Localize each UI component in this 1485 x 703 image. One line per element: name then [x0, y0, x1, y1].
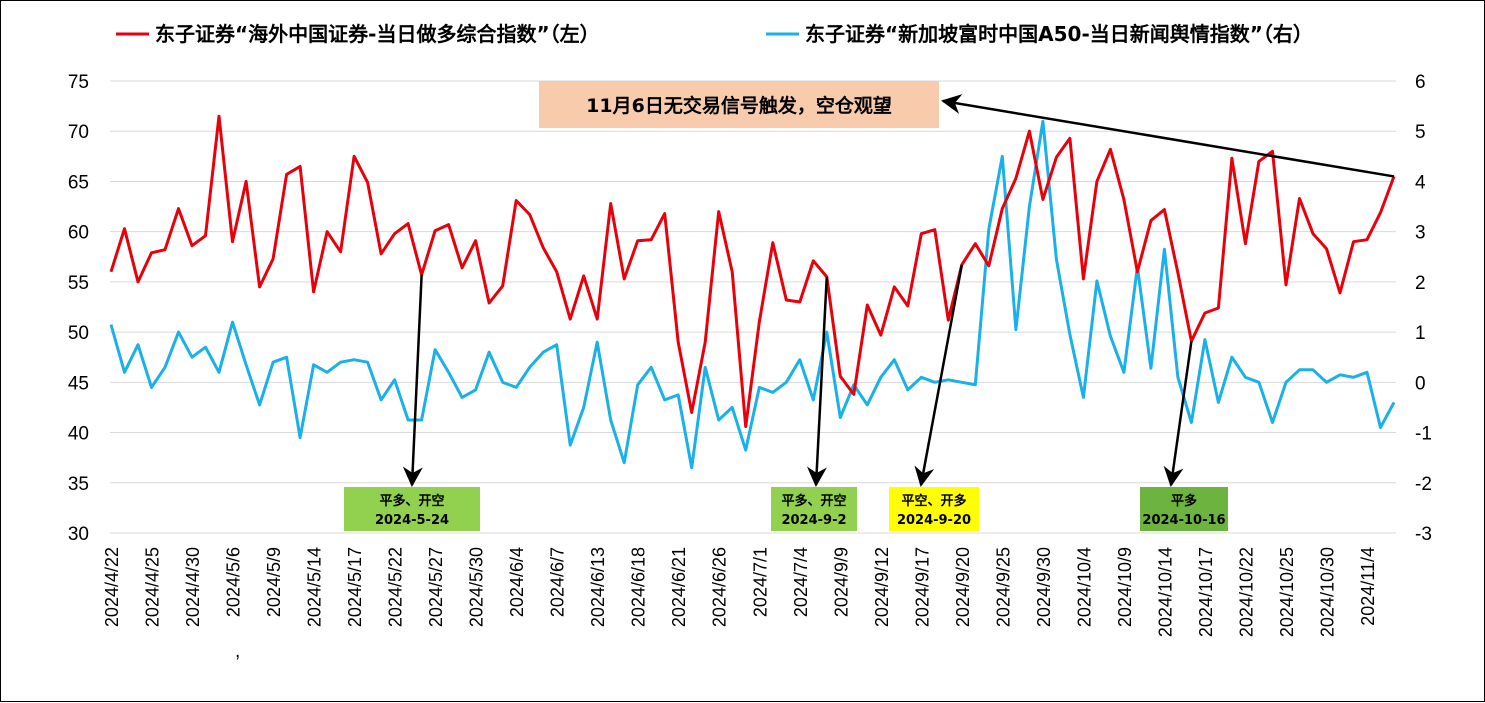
right-y-tick-label: 5 [1415, 122, 1426, 143]
right-series-line [109, 119, 1396, 470]
annotation-box [1140, 487, 1228, 531]
x-tick-label: 2024/6/18 [629, 547, 649, 627]
right-y-tick-label: 3 [1415, 223, 1426, 244]
x-tick-label: 2024/10/22 [1236, 547, 1256, 637]
x-tick-label: 2024/5/9 [264, 547, 284, 617]
x-tick-label: 2024/5/6 [224, 547, 244, 617]
x-tick-label: 2024/6/4 [507, 547, 527, 617]
annotation-box [344, 487, 480, 531]
right-series-group [109, 119, 1396, 470]
x-tick-label: 2024/4/30 [183, 547, 203, 627]
left-series-line [109, 114, 1396, 428]
x-tick-label: 2024/4/25 [143, 547, 163, 627]
left-y-tick-label: 50 [68, 323, 89, 344]
right-y-tick-label: 6 [1415, 72, 1426, 93]
x-tick-label: 2024/9/30 [1034, 547, 1054, 627]
left-series-group [109, 114, 1396, 428]
right-y-tick-label: 4 [1415, 172, 1426, 193]
x-tick-label: 2024/7/1 [750, 547, 770, 617]
annotation-action: 平多 [1171, 493, 1197, 509]
x-tick-label: 2024/10/9 [1115, 547, 1135, 627]
annotation-arrow [1163, 340, 1193, 487]
left-y-tick-label: 70 [68, 122, 89, 143]
stray-mark: , [235, 641, 240, 662]
annotation-arrow [402, 274, 423, 487]
annotation-action: 平多、开空 [781, 493, 846, 509]
note-box [539, 81, 939, 128]
left-y-tick-label: 30 [68, 524, 89, 545]
x-tick-label: 2024/5/14 [305, 547, 325, 627]
x-axis: 2024/4/22 2024/4/25 2024/4/30 2024/5/6 2024/… [102, 532, 1396, 637]
x-tick-label: 2024/10/25 [1277, 547, 1297, 637]
annotation-box [771, 487, 857, 531]
left-y-tick-label: 75 [68, 72, 89, 93]
annotation-action: 平多、开空 [379, 493, 444, 509]
legend-label-left-series: 东子证券“海外中国证券-当日做多综合指数”（左） [155, 22, 600, 46]
x-tick-label: 2024/5/22 [386, 547, 406, 627]
note-callout: 11月6日无交易信号触发，空仓观望 [539, 81, 939, 128]
note-text: 11月6日无交易信号触发，空仓观望 [586, 94, 892, 117]
right-y-tick-label: -2 [1415, 474, 1432, 495]
x-tick-label: 2024/9/9 [831, 547, 851, 617]
annotation-date: 2024-5-24 [375, 513, 449, 528]
right-y-tick-label: 1 [1415, 323, 1426, 344]
x-tick-label: 2024/4/22 [102, 547, 122, 627]
left-y-tick-label: 60 [68, 223, 89, 244]
right-y-axis: -3 -2 -1 0 1 2 3 4 5 6 [1415, 72, 1432, 545]
left-y-tick-label: 35 [68, 474, 89, 495]
x-tick-label: 2024/7/4 [791, 547, 811, 617]
annotation-date: 2024-10-16 [1142, 513, 1225, 528]
annotation-arrow [914, 264, 964, 487]
x-tick-label: 2024/9/20 [953, 547, 973, 627]
right-y-tick-label: 0 [1415, 373, 1426, 394]
right-y-tick-label: 2 [1415, 273, 1426, 294]
legend-label-right-series: 东子证券“新加坡富时中国A50-当日新闻舆情指数”（右） [805, 22, 1313, 46]
x-tick-label: 2024/5/17 [345, 547, 365, 627]
x-tick-label: 2024/9/12 [872, 547, 892, 627]
x-tick-label: 2024/6/21 [669, 547, 689, 627]
x-tick-label: 2024/5/30 [467, 547, 487, 627]
annotations-group: 平多、开空 2024-5-24 平多、开空 2024-9-2 平空、开多 2024-9-2… [344, 487, 1228, 531]
left-y-tick-label: 45 [68, 373, 89, 394]
left-y-tick-label: 65 [68, 172, 89, 193]
annotation-action: 平空、开多 [901, 493, 966, 509]
note-arrow [941, 94, 1395, 178]
x-tick-label: 2024/5/27 [426, 547, 446, 627]
annotation-date: 2024-9-20 [897, 513, 971, 528]
right-y-tick-label: -3 [1415, 524, 1432, 545]
left-y-tick-label: 55 [68, 273, 89, 294]
x-tick-label: 2024/10/4 [1074, 547, 1094, 627]
legend: 东子证券“海外中国证券-当日做多综合指数”（左） 东子证券“新加坡富时中国A50… [116, 22, 1313, 46]
x-tick-label: 2024/6/13 [588, 547, 608, 627]
annotation-date: 2024-9-2 [781, 513, 846, 528]
left-y-axis: 30 35 40 45 50 55 60 65 70 75 [68, 72, 89, 545]
x-tick-label: 2024/9/25 [993, 547, 1013, 627]
right-y-tick-label: -1 [1415, 424, 1432, 445]
x-tick-label: 2024/11/4 [1358, 547, 1378, 626]
x-tick-label: 2024/6/26 [710, 547, 730, 627]
x-tick-label: 2024/10/17 [1196, 547, 1216, 637]
left-y-tick-label: 40 [68, 424, 89, 445]
annotation-box [889, 487, 979, 531]
x-tick-label: 2024/9/17 [912, 547, 932, 627]
arrows-group [402, 94, 1395, 487]
x-tick-label: 2024/6/7 [548, 547, 568, 617]
annotation-arrow [806, 276, 829, 487]
x-tick-label: 2024/10/14 [1155, 547, 1175, 637]
x-tick-label: 2024/10/30 [1317, 547, 1337, 637]
gridlines [110, 80, 1396, 484]
